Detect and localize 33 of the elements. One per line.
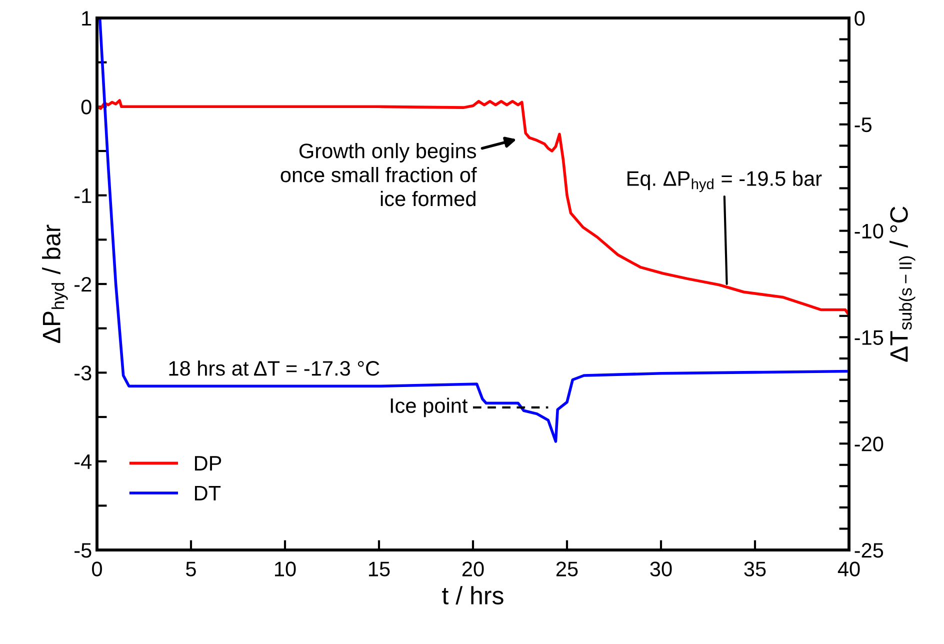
y2-tick-label: -15 <box>854 330 884 345</box>
y-tick-label: -4 <box>74 454 92 469</box>
y-tick-label: 0 <box>81 100 92 114</box>
line-series <box>97 99 849 316</box>
y-tick-label: 1 <box>82 11 92 26</box>
annotation: Eq. ΔP$_{hyd}$ = -19.5 bar <box>628 170 822 192</box>
y-tick-label: -5 <box>74 543 92 558</box>
y2-tick-label: 0 <box>854 11 865 26</box>
x-tick-label: 40 <box>838 562 860 576</box>
x-tick-label: 25 <box>556 562 578 576</box>
y-axis-title: ΔP$_{hyd}$ / bar <box>42 224 68 344</box>
y-tick-label: -3 <box>74 366 92 380</box>
x-tick-label: 35 <box>744 562 766 576</box>
y2-axis-title: ΔT$_{sub(s−II)}$ / °C <box>890 206 916 362</box>
x-tick-label: 20 <box>462 562 484 576</box>
y-tick-label: -1 <box>74 188 92 203</box>
line-series <box>98 18 849 443</box>
x-tick-label: 10 <box>275 562 296 576</box>
y2-tick-label: -20 <box>854 436 884 452</box>
annotation: Growth only begins once small fraction of ice formed <box>280 143 477 206</box>
x-axis-title: t / hrs <box>442 586 504 604</box>
y2-tick-label: -5 <box>854 118 872 132</box>
y-tick-label: -2 <box>74 277 92 292</box>
annotation: Ice point <box>390 398 468 418</box>
legend-label: DP <box>195 456 222 470</box>
x-tick-label: 0 <box>92 562 102 576</box>
y2-tick-label: -10 <box>854 224 884 239</box>
x-tick-label: 30 <box>650 562 672 576</box>
annotation: 18 hrs at ΔT = -17.3 °C <box>169 360 380 376</box>
legend-label: DT <box>195 486 221 500</box>
y2-tick-label: -25 <box>854 543 884 558</box>
x-tick-label: 5 <box>186 562 196 576</box>
x-tick-label: 15 <box>369 562 390 576</box>
